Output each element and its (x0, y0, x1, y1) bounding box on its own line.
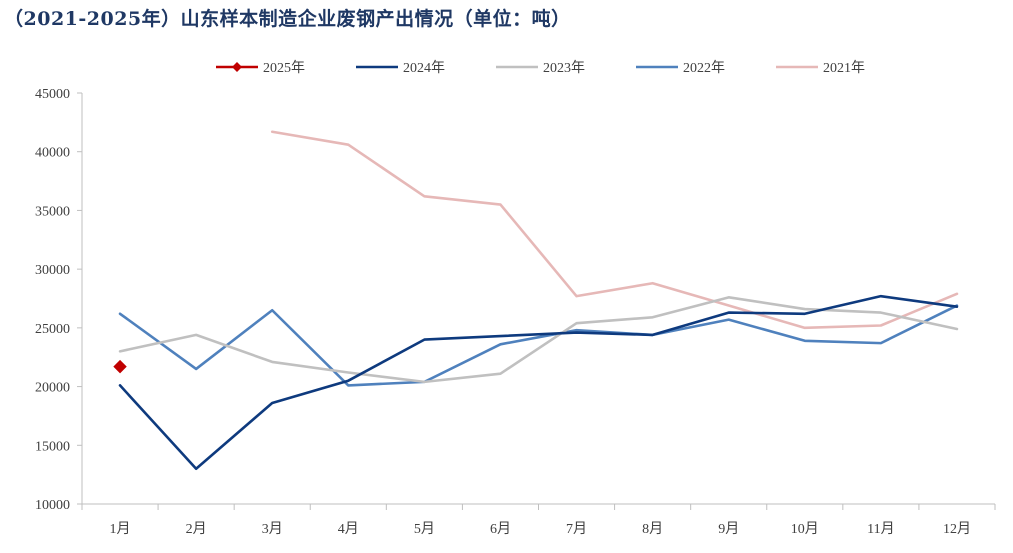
x-tick-label: 12月 (943, 521, 971, 537)
x-tick-label: 5月 (414, 521, 435, 537)
series-line-2024年 (118, 294, 959, 471)
y-tick-label: 20000 (35, 381, 70, 396)
y-tick-label: 45000 (35, 87, 70, 102)
series-line-2023年 (118, 296, 959, 384)
legend-item-2021年: 2021年 (776, 60, 865, 76)
x-tick-label: 11月 (867, 521, 894, 537)
legend-label: 2021年 (823, 60, 865, 76)
series-lines (113, 130, 959, 471)
legend-item-2022年: 2022年 (636, 60, 725, 76)
y-tick-label: 40000 (35, 146, 70, 161)
legend: 2025年 2024年 2023年 2022年 2021年 (216, 60, 865, 76)
legend-label: 2024年 (403, 60, 445, 76)
x-tick-label: 3月 (262, 521, 283, 537)
x-axis: 1月 2月 3月 4月 5月 6月 7月 8月 9月 10月 11月 12月 (81, 503, 996, 537)
x-tick-label: 10月 (791, 521, 819, 537)
legend-marker (232, 62, 242, 72)
legend-label: 2025年 (263, 60, 305, 76)
y-tick-label: 15000 (35, 439, 70, 454)
data-point-2025年 (113, 359, 127, 374)
x-tick-label: 8月 (642, 521, 663, 537)
legend-label: 2023年 (543, 60, 585, 76)
y-tick-label: 35000 (35, 204, 70, 219)
y-tick-label: 10000 (35, 498, 70, 513)
y-axis: 10000 15000 20000 25000 30000 35000 40000 45000 (35, 87, 83, 513)
x-tick-label: 2月 (186, 521, 207, 537)
legend-item-2023年: 2023年 (496, 60, 585, 76)
y-tick-label: 25000 (35, 322, 70, 337)
x-tick-label: 4月 (338, 521, 359, 537)
legend-item-2024年: 2024年 (356, 60, 445, 76)
series-line-2021年 (270, 130, 959, 330)
x-tick-label: 6月 (490, 521, 511, 537)
y-tick-label: 30000 (35, 263, 70, 278)
chart-title: （2021-2025年）山东样本制造企业废钢产出情况（单位：吨） (4, 8, 571, 30)
x-tick-label: 9月 (718, 521, 739, 537)
legend-item-2025年: 2025年 (216, 60, 305, 76)
x-tick-label: 7月 (566, 521, 587, 537)
series-line-2022年 (118, 304, 959, 387)
x-tick-label: 1月 (110, 521, 131, 537)
legend-label: 2022年 (683, 60, 725, 76)
